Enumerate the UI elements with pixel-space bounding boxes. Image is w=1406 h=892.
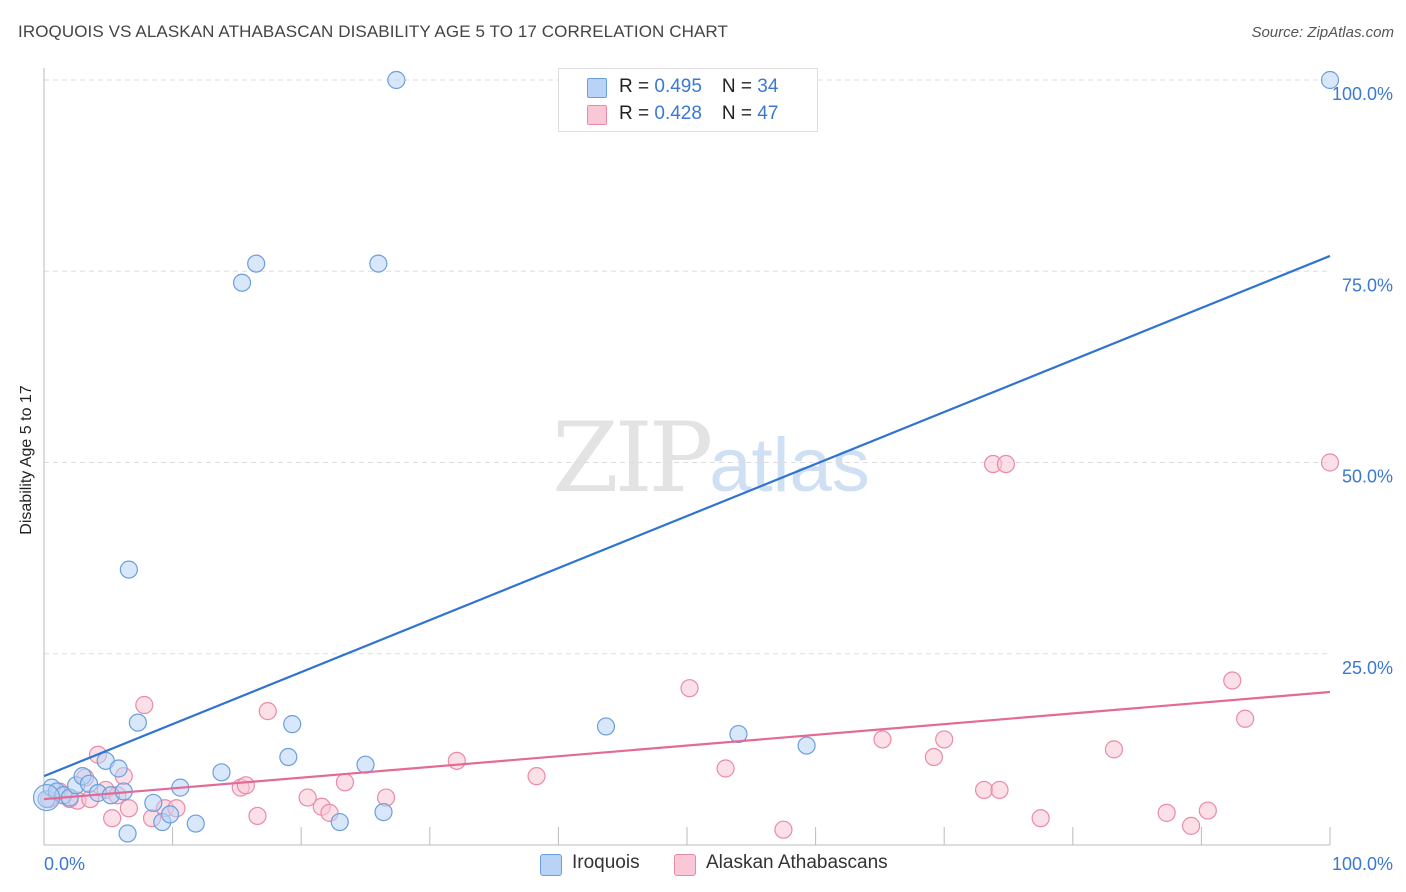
legend-swatch-alaskan (587, 105, 607, 125)
data-point-iroquois (369, 254, 388, 273)
legend-r-label: R = (619, 103, 655, 124)
y-tick-label: 100.0% (1332, 84, 1393, 104)
legend-n-label: N = (721, 103, 758, 124)
data-point-alaskan (935, 730, 954, 749)
data-point-iroquois (160, 805, 180, 824)
data-point-alaskan (447, 751, 466, 770)
data-point-iroquois (232, 273, 252, 292)
legend-n-value: 47 (757, 103, 779, 124)
legend-swatch-iroquois (587, 78, 607, 98)
y-tick-label: 50.0% (1342, 467, 1393, 487)
legend-swatch-alaskan (674, 854, 696, 876)
data-point-alaskan (1320, 453, 1340, 472)
legend-swatch-iroquois (540, 854, 562, 876)
data-point-alaskan (974, 780, 994, 800)
source-credit: Source: ZipAtlas.com (1251, 24, 1394, 41)
data-point-alaskan (774, 820, 793, 839)
data-point-iroquois (330, 812, 349, 832)
legend-r-value: 0.428 (654, 103, 702, 124)
data-point-alaskan (248, 806, 267, 826)
data-point-alaskan (1104, 740, 1124, 759)
legend-n-value: 34 (757, 76, 779, 97)
y-tick-label: 25.0% (1342, 658, 1393, 678)
data-point-iroquois (356, 755, 375, 774)
data-point-alaskan (335, 773, 355, 792)
data-point-alaskan (716, 759, 735, 778)
data-point-iroquois (144, 793, 163, 813)
data-point-iroquois (387, 70, 406, 90)
data-point-alaskan (258, 702, 277, 721)
data-point-alaskan (298, 788, 317, 807)
data-point-alaskan (873, 730, 892, 749)
data-point-alaskan (1157, 803, 1176, 822)
trend-line-iroquois (43, 254, 1331, 778)
data-point-iroquois (119, 560, 138, 579)
data-point-iroquois (247, 254, 266, 273)
y-tick-label: 75.0% (1342, 275, 1393, 295)
data-point-iroquois (128, 713, 147, 732)
legend-label-alaskan: Alaskan Athabascans (706, 852, 888, 873)
data-point-alaskan (680, 679, 699, 698)
data-point-iroquois (109, 759, 128, 778)
trend-line-alaskan (43, 690, 1331, 801)
data-point-iroquois (729, 724, 748, 744)
legend-n-label: N = (721, 76, 758, 97)
data-point-alaskan (527, 767, 546, 786)
data-point-alaskan (1031, 809, 1050, 828)
chart-title: IROQUOIS VS ALASKAN ATHABASCAN DISABILIT… (18, 22, 728, 41)
data-point-alaskan (1182, 816, 1201, 835)
data-point-iroquois (1320, 70, 1340, 90)
data-point-iroquois (118, 824, 137, 843)
legend-label-iroquois: Iroquois (572, 852, 640, 873)
data-point-alaskan (996, 454, 1016, 474)
data-point-iroquois (374, 803, 393, 822)
data-point-alaskan (924, 747, 944, 767)
legend-r-value: 0.495 (654, 76, 702, 97)
data-point-iroquois (596, 717, 616, 736)
x-tick-label: 0.0% (44, 854, 85, 874)
data-point-iroquois (279, 747, 298, 767)
watermark-atlas: atlas (709, 423, 870, 508)
data-point-alaskan (1223, 671, 1242, 690)
stats-legend: R = 0.495 N = 34 R = 0.428 N = 47 (558, 68, 818, 132)
data-point-iroquois (212, 763, 231, 782)
data-point-alaskan (135, 695, 154, 715)
data-point-iroquois (186, 814, 205, 833)
data-point-alaskan (119, 799, 138, 818)
watermark-zip: ZIP (552, 402, 713, 514)
data-point-alaskan (103, 809, 122, 828)
data-point-iroquois (283, 715, 302, 734)
watermark: ZIPatlas (552, 402, 870, 514)
legend-r-label: R = (619, 76, 655, 97)
data-point-alaskan (236, 776, 256, 795)
data-point-alaskan (1236, 709, 1255, 728)
data-point-alaskan (990, 780, 1009, 800)
data-point-iroquois (797, 736, 816, 755)
data-point-alaskan (1198, 801, 1217, 820)
x-tick-label: 100.0% (1332, 854, 1393, 874)
